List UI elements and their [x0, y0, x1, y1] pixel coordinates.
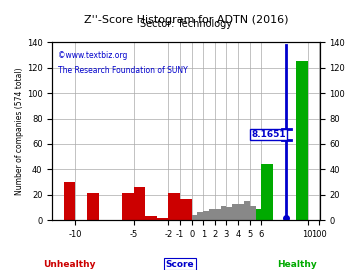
Bar	[256, 209, 261, 220]
Bar	[296, 62, 308, 220]
Text: ©www.textbiz.org: ©www.textbiz.org	[58, 51, 127, 60]
Title: Z''-Score Histogram for ADTN (2016): Z''-Score Histogram for ADTN (2016)	[84, 15, 288, 25]
Bar	[180, 198, 192, 220]
Bar	[244, 201, 250, 220]
Bar	[250, 206, 256, 220]
Bar	[232, 204, 238, 220]
Bar	[134, 187, 145, 220]
Text: Score: Score	[166, 260, 194, 269]
Bar	[122, 193, 134, 220]
Bar	[64, 182, 76, 220]
Text: The Research Foundation of SUNY: The Research Foundation of SUNY	[58, 66, 187, 75]
Bar	[221, 206, 226, 220]
Text: Unhealthy: Unhealthy	[43, 260, 96, 269]
Bar	[197, 212, 203, 220]
Text: Healthy: Healthy	[277, 260, 317, 269]
Bar	[209, 209, 215, 220]
Bar	[192, 215, 197, 220]
Bar	[238, 204, 244, 220]
Bar	[226, 207, 232, 220]
Bar	[157, 218, 168, 220]
Y-axis label: Number of companies (574 total): Number of companies (574 total)	[15, 68, 24, 195]
Text: 8.1651: 8.1651	[251, 130, 286, 139]
Bar	[87, 193, 99, 220]
Bar	[145, 216, 157, 220]
Text: Sector: Technology: Sector: Technology	[140, 19, 232, 29]
Bar	[215, 209, 221, 220]
Bar	[261, 164, 273, 220]
Bar	[168, 193, 180, 220]
Bar	[203, 211, 209, 220]
